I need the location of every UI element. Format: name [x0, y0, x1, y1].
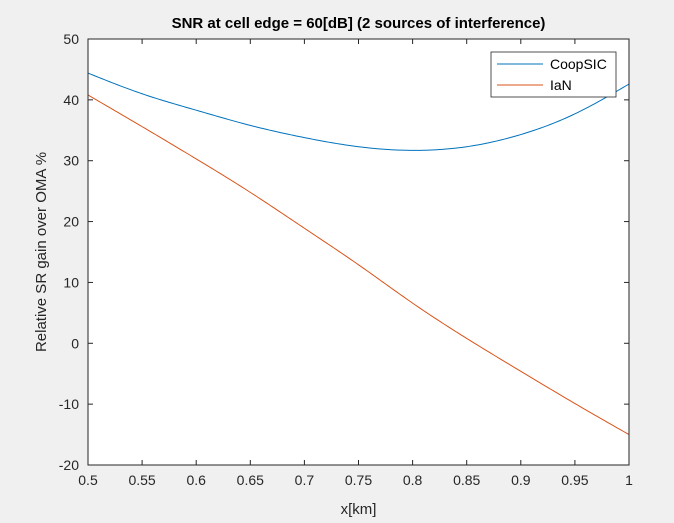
legend-label-coopsic: CoopSIC	[550, 56, 607, 72]
y-tick-label: 50	[63, 31, 79, 47]
y-tick-label: 10	[63, 274, 79, 290]
y-tick-label: 0	[71, 335, 79, 351]
axes-box	[87, 38, 630, 466]
x-tick-group: 0.5 0.55 0.6 0.65 0.7 0.75 0.8 0.85 0.9 0.95 1	[78, 39, 633, 488]
x-tick-label: 1	[625, 472, 633, 488]
x-tick-label: 0.65	[237, 472, 264, 488]
chart-title: SNR at cell edge = 60[dB] (2 sources of …	[172, 15, 546, 32]
x-tick-label: 0.8	[403, 472, 423, 488]
y-tick-label: 30	[63, 153, 79, 169]
series-line-coopsic	[87, 72, 630, 151]
y-axis-label: Relative SR gain over OMA %	[33, 152, 50, 352]
x-tick-label: 0.5	[78, 472, 98, 488]
y-tick-label: -20	[59, 457, 79, 473]
legend: CoopSIC IaN	[490, 51, 617, 98]
x-tick-label: 0.9	[511, 472, 531, 488]
legend-label-ian: IaN	[550, 77, 572, 93]
y-tick-group: -20 -10 0 10 20 30 40 50	[59, 31, 629, 473]
y-tick-label: 20	[63, 214, 79, 230]
legend-box	[490, 51, 617, 98]
y-tick-label: -10	[59, 396, 79, 412]
x-tick-label: 0.85	[453, 472, 480, 488]
x-tick-label: 0.55	[128, 472, 155, 488]
x-tick-label: 0.95	[561, 472, 588, 488]
x-tick-label: 0.7	[295, 472, 315, 488]
series-line-ian	[87, 94, 630, 436]
x-tick-label: 0.75	[345, 472, 372, 488]
x-tick-label: 0.6	[186, 472, 206, 488]
y-tick-label: 40	[63, 92, 79, 108]
series-lines	[87, 72, 630, 436]
x-axis-label: x[km]	[341, 501, 377, 518]
axes-background	[88, 39, 629, 465]
